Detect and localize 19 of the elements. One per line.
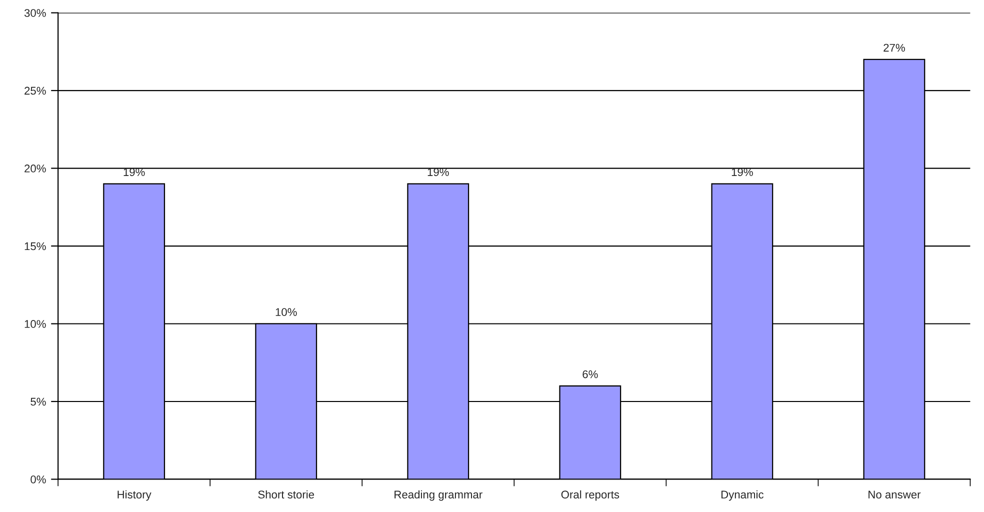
- y-tick-label: 10%: [24, 320, 46, 328]
- x-tick-label: Dynamic: [721, 490, 764, 501]
- y-tick-label: 15%: [24, 242, 46, 250]
- x-tick-label: Reading grammar: [394, 490, 482, 501]
- data-label: 19%: [124, 168, 145, 176]
- y-tick-label: 0%: [30, 476, 46, 484]
- data-label: 19%: [428, 168, 449, 176]
- x-tick-label: No answer: [868, 490, 921, 499]
- x-tick-label: Oral reports: [561, 490, 620, 501]
- y-tick-label: 25%: [24, 86, 46, 95]
- y-tick-label: 20%: [24, 164, 46, 172]
- x-tick-label: Short storie: [258, 490, 314, 499]
- y-tick-label: 30%: [24, 9, 46, 17]
- data-label: 6%: [582, 370, 598, 378]
- data-label: 19%: [732, 168, 753, 176]
- data-label: 10%: [276, 308, 297, 316]
- y-tick-label: 5%: [30, 398, 46, 406]
- data-label: 27%: [884, 44, 905, 52]
- x-tick-label: History: [118, 490, 152, 501]
